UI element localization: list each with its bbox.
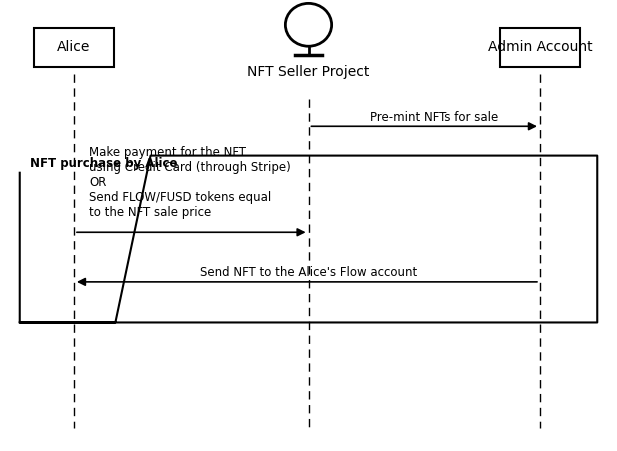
- Text: NFT purchase by Alice: NFT purchase by Alice: [30, 157, 177, 170]
- Ellipse shape: [285, 3, 332, 46]
- Text: Make payment for the NFT
using Credit Card (through Stripe)
OR
Send FLOW/FUSD to: Make payment for the NFT using Credit Ca…: [89, 146, 291, 219]
- Text: Alice: Alice: [57, 40, 91, 55]
- Text: Pre-mint NFTs for sale: Pre-mint NFTs for sale: [370, 111, 499, 124]
- Text: Admin Account: Admin Account: [487, 40, 592, 55]
- Bar: [34, 28, 114, 66]
- Text: Send NFT to the Alice's Flow account: Send NFT to the Alice's Flow account: [200, 267, 417, 279]
- Bar: [500, 28, 580, 66]
- Text: NFT Seller Project: NFT Seller Project: [247, 65, 370, 79]
